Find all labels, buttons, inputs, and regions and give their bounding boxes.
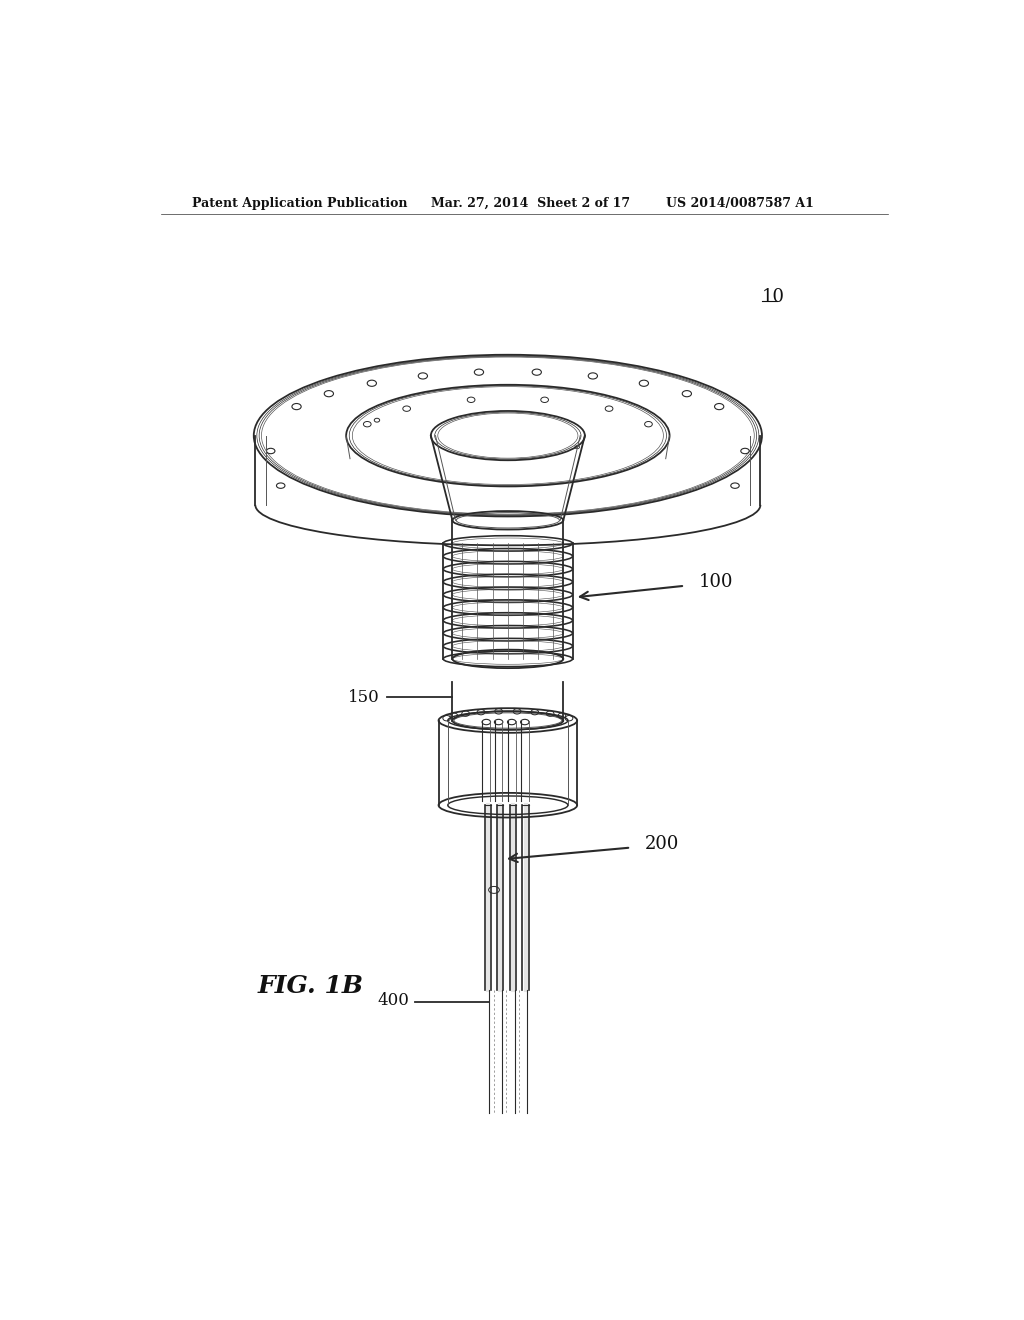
Text: 150: 150 (347, 689, 379, 706)
Text: US 2014/0087587 A1: US 2014/0087587 A1 (666, 197, 814, 210)
Text: 200: 200 (645, 834, 679, 853)
Text: FIG. 1B: FIG. 1B (258, 974, 364, 998)
Text: 400: 400 (378, 991, 410, 1008)
Text: 100: 100 (698, 573, 733, 591)
Text: 10: 10 (762, 288, 785, 306)
Text: Patent Application Publication: Patent Application Publication (193, 197, 408, 210)
Text: Mar. 27, 2014  Sheet 2 of 17: Mar. 27, 2014 Sheet 2 of 17 (431, 197, 630, 210)
